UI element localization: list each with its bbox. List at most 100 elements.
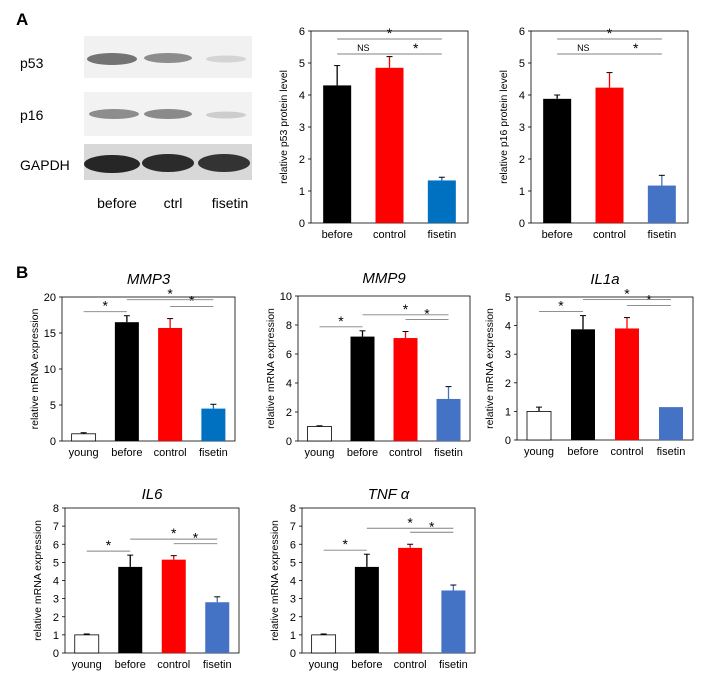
x-category-label-control: control xyxy=(389,447,422,459)
y-tick-label: 7 xyxy=(53,521,59,533)
y-tick-label: 6 xyxy=(286,349,292,361)
y-tick-label: 8 xyxy=(286,320,292,332)
significance-label: * xyxy=(343,536,349,552)
x-category-label-before: before xyxy=(542,229,573,241)
x-category-label-before: before xyxy=(567,446,598,458)
y-tick-label: 0 xyxy=(50,436,56,448)
plot-frame xyxy=(297,295,471,442)
significance-label: * xyxy=(167,286,173,302)
y-tick-label: 10 xyxy=(44,364,56,376)
y-tick-label: 5 xyxy=(53,557,59,569)
significance-label: * xyxy=(407,514,413,530)
chart-title: TNF α xyxy=(368,486,410,503)
x-category-label-fisetin: fisetin xyxy=(199,447,228,459)
blot-band-p53-ctrl xyxy=(144,53,192,63)
y-tick-label: 4 xyxy=(519,90,525,102)
significance-label: * xyxy=(193,530,199,546)
x-category-label-fisetin: fisetin xyxy=(427,229,456,241)
bar-control xyxy=(375,67,404,223)
y-tick-label: 3 xyxy=(53,594,59,606)
significance-label: NS xyxy=(577,43,590,53)
y-tick-label: 1 xyxy=(519,186,525,198)
y-tick-label: 10 xyxy=(280,291,292,303)
y-tick-label: 3 xyxy=(505,349,511,361)
significance-label: * xyxy=(633,40,639,56)
y-tick-label: 5 xyxy=(290,557,296,569)
panel-label-b: B xyxy=(16,263,28,282)
chart-title: IL6 xyxy=(142,486,164,503)
bar-before xyxy=(118,566,143,653)
chart-il1a-mrna: 0 1 2 3 4 5 relative mRNA expression IL1a young b… xyxy=(484,271,694,458)
y-axis-label: relative mRNA expression xyxy=(32,520,44,641)
y-tick-label: 5 xyxy=(519,58,525,70)
x-category-label-before: before xyxy=(322,229,353,241)
x-category-label-young: young xyxy=(72,659,102,671)
bar-fisetin xyxy=(647,185,676,223)
blot-band-gapdh-before xyxy=(84,155,140,173)
y-tick-label: 0 xyxy=(299,218,305,230)
blot-lane-label-fisetin: fisetin xyxy=(212,195,249,211)
y-tick-label: 5 xyxy=(299,58,305,70)
y-tick-label: 5 xyxy=(505,292,511,304)
chart-title: MMP3 xyxy=(127,271,171,288)
blot-lane-label-ctrl: ctrl xyxy=(164,195,183,211)
x-category-label-control: control xyxy=(373,229,406,241)
y-tick-label: 0 xyxy=(519,218,525,230)
y-axis-label: relative mRNA expression xyxy=(269,520,281,641)
y-tick-label: 2 xyxy=(519,154,525,166)
significance-label: * xyxy=(624,286,630,302)
bar-control xyxy=(398,547,423,653)
bar-young xyxy=(526,410,552,441)
bar-control xyxy=(595,87,624,223)
significance-label: * xyxy=(171,525,177,541)
x-category-label-before: before xyxy=(351,659,382,671)
x-category-label-young: young xyxy=(309,659,339,671)
significance-label: * xyxy=(387,25,393,41)
chart-tnfa-mrna: 0 1 2 3 4 5 6 7 8 relative mRNA expression TNF α yo… xyxy=(269,486,476,671)
x-category-label-control: control xyxy=(610,446,643,458)
x-category-label-young: young xyxy=(69,447,99,459)
blot-row-label-p16: p16 xyxy=(20,107,44,123)
western-blot: p53 p16 GAPDH before ctrl fisetin xyxy=(20,36,252,211)
x-category-label-young: young xyxy=(305,447,335,459)
y-tick-label: 1 xyxy=(299,186,305,198)
x-category-label-before: before xyxy=(115,659,146,671)
y-tick-label: 2 xyxy=(286,407,292,419)
x-category-label-control: control xyxy=(157,659,190,671)
y-tick-label: 8 xyxy=(53,503,59,515)
y-tick-label: 1 xyxy=(290,630,296,642)
bar-fisetin xyxy=(205,602,230,653)
y-tick-label: 2 xyxy=(53,612,59,624)
plot-frame xyxy=(516,296,694,441)
y-tick-label: 6 xyxy=(53,539,59,551)
y-tick-label: 5 xyxy=(50,400,56,412)
bar-before xyxy=(571,329,595,440)
significance-label: * xyxy=(558,298,564,314)
x-category-label-before: before xyxy=(347,447,378,459)
chart-title: MMP9 xyxy=(362,270,406,287)
y-tick-label: 3 xyxy=(290,594,296,606)
chart-il6-mrna: 0 1 2 3 4 5 6 7 8 relative mRNA expression IL6 youn… xyxy=(32,486,240,671)
x-category-label-before: before xyxy=(111,447,142,459)
bar-fisetin xyxy=(201,408,226,441)
panel-label-a: A xyxy=(16,10,28,29)
y-axis-label: relative p53 protein level xyxy=(278,70,290,184)
chart-p16-protein: 0 1 2 3 4 5 6 relative p16 protein level before c… xyxy=(498,25,689,241)
x-category-label-fisetin: fisetin xyxy=(439,659,468,671)
y-tick-label: 2 xyxy=(505,378,511,390)
x-category-label-young: young xyxy=(524,446,554,458)
y-tick-label: 4 xyxy=(299,90,305,102)
blot-row-label-p53: p53 xyxy=(20,55,44,71)
bar-fisetin xyxy=(441,590,466,653)
significance-label: * xyxy=(189,293,195,309)
blot-band-p53-fisetin xyxy=(206,55,246,63)
y-tick-label: 0 xyxy=(53,648,59,660)
y-tick-label: 0 xyxy=(290,648,296,660)
y-tick-label: 2 xyxy=(299,154,305,166)
x-category-label-control: control xyxy=(593,229,626,241)
bar-young xyxy=(311,634,337,654)
x-category-label-fisetin: fisetin xyxy=(657,446,686,458)
chart-p53-protein: 0 1 2 3 4 5 6 relative p53 protein level before c… xyxy=(278,25,469,241)
